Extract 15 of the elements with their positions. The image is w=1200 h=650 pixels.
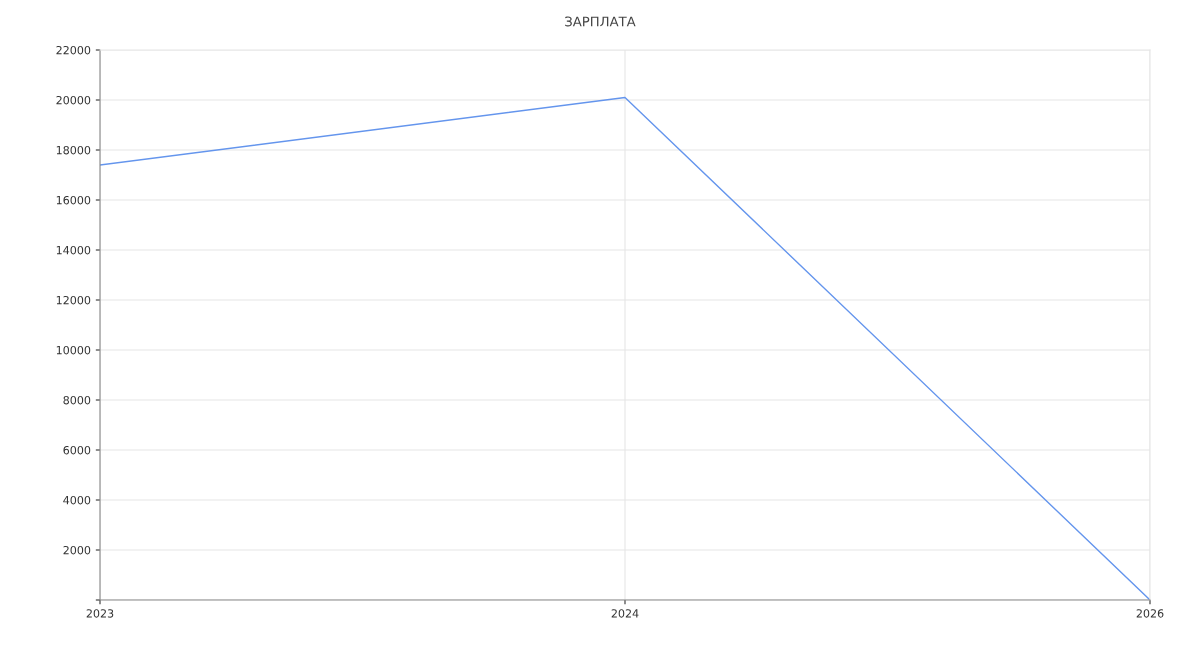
x-tick-label: 2024 <box>611 609 639 618</box>
y-tick-label: 12000 <box>56 295 91 305</box>
y-tick-label: 4000 <box>63 495 91 505</box>
y-tick-label: 18000 <box>56 145 91 155</box>
chart-title: ЗАРПЛАТА <box>565 16 636 27</box>
y-tick-label: 6000 <box>63 445 91 455</box>
y-tick-label: 2000 <box>63 545 91 555</box>
x-tick-label: 2023 <box>86 609 114 618</box>
y-tick-label: 20000 <box>56 95 91 105</box>
x-tick-label: 2026 <box>1136 609 1164 618</box>
y-tick-label: 22000 <box>56 45 91 55</box>
y-tick-label: 14000 <box>56 245 91 255</box>
y-tick-label: 8000 <box>63 395 91 405</box>
y-tick-label: 16000 <box>56 195 91 205</box>
y-tick-label: 10000 <box>56 345 91 355</box>
